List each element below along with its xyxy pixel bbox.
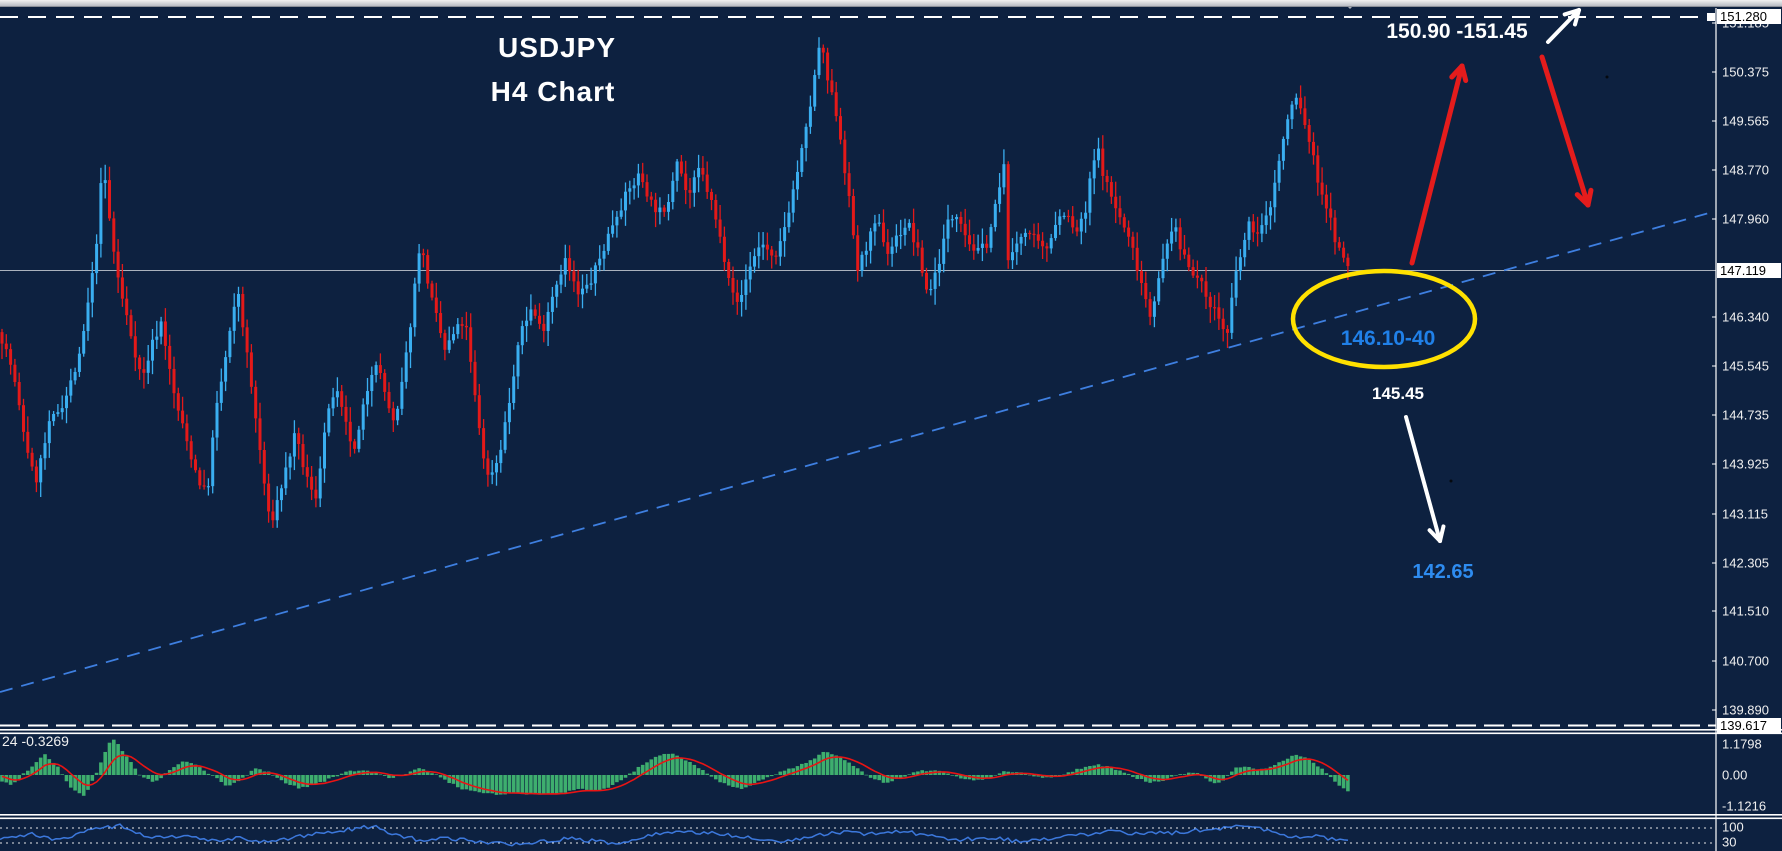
- osma-scale-max: 1.1798: [1722, 736, 1762, 752]
- ink-dot-artifact: [1449, 479, 1453, 483]
- line-handle[interactable]: [1707, 13, 1715, 21]
- panel-separator[interactable]: [0, 814, 1782, 816]
- axis-tick-label: 143.115: [1722, 507, 1768, 522]
- axis-tick-label: 141.510: [1722, 604, 1769, 619]
- level-145-label: 145.45: [1372, 384, 1424, 403]
- axis-tick-label: 150.375: [1722, 65, 1769, 80]
- axis-tick-label: 147.960: [1722, 212, 1769, 227]
- red-up-arrow[interactable]: [1409, 63, 1469, 266]
- axis-tick-label: 143.925: [1722, 457, 1769, 472]
- osma-indicator-value: 24 -0.3269: [2, 733, 69, 749]
- annotation-arrows: [1404, 8, 1594, 543]
- lower-oscillator: [0, 823, 1716, 847]
- osma-histogram: [0, 739, 1350, 796]
- price-box-support: 139.617: [1717, 718, 1781, 733]
- resistance-zone-label: 150.90 -151.45: [1386, 20, 1528, 43]
- axis-tick-label: 146.340: [1722, 310, 1769, 325]
- osma-scale-min: -1.1216: [1722, 798, 1767, 814]
- osma-scale-zero: 0.00: [1722, 767, 1748, 783]
- ink-dot-artifact: [1605, 75, 1609, 79]
- panel-separator[interactable]: [0, 729, 1782, 731]
- axis-tick-label: 145.545: [1722, 359, 1769, 374]
- panel-separator[interactable]: [0, 732, 1782, 735]
- white-down-arrow[interactable]: [1404, 415, 1446, 543]
- ascending-trendline[interactable]: [0, 210, 1717, 693]
- axis-tick-label: 142.305: [1722, 556, 1769, 571]
- axis-tick-label: 144.735: [1722, 408, 1769, 423]
- window-top-edge: [0, 0, 1782, 7]
- target-down-label: 142.65: [1412, 561, 1474, 583]
- chart-title-timeframe: H4 Chart: [490, 76, 616, 107]
- white-up-arrow[interactable]: [1546, 8, 1581, 44]
- axis-tick-label: 140.700: [1722, 654, 1769, 669]
- support-zone-label: 146.10-40: [1340, 327, 1436, 350]
- highlight-ellipse[interactable]: [1290, 268, 1478, 370]
- red-down-arrow[interactable]: [1539, 54, 1594, 208]
- panel-separator[interactable]: [0, 817, 1782, 820]
- oscillator-scale-bottom: 30: [1722, 834, 1737, 850]
- chart-title-symbol: USDJPY: [497, 32, 617, 63]
- axis-tick-label: 139.890: [1722, 703, 1769, 718]
- oscillator-line: [0, 823, 1349, 847]
- price-axis: 151.185150.375149.565148.770147.960146.3…: [1712, 8, 1769, 851]
- oscillator-scale-top: 100: [1722, 819, 1744, 835]
- candlestick-series: [0, 37, 1350, 528]
- price-box-current: 147.119: [1717, 263, 1781, 278]
- panel-separators: [0, 729, 1782, 820]
- price-box-resistance: 151.280: [1717, 9, 1781, 24]
- osma-signal-line: [1, 754, 1349, 795]
- axis-tick-label: 148.770: [1722, 163, 1769, 178]
- axis-tick-label: 149.565: [1722, 114, 1769, 129]
